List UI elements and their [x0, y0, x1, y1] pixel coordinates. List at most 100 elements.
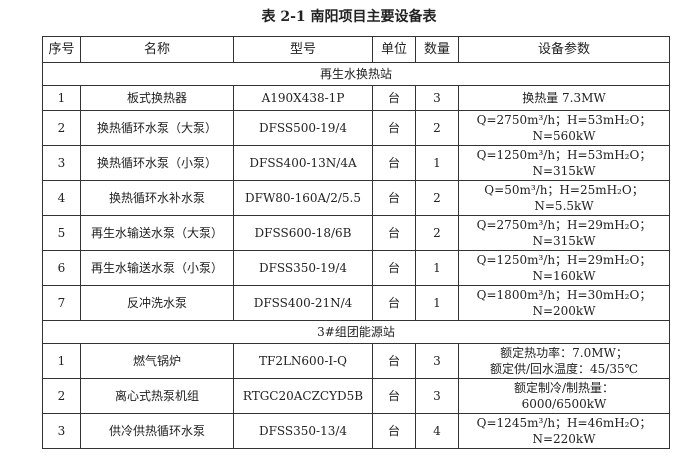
- table-row: 3 换热循环水泵（小泵） DFSS400-13N/4A 台 1 Q=1250m³/h；H=…: [42, 145, 670, 181]
- table-row: 2 换热循环水泵（大泵） DFSS500-19/4 台 2 Q=2750m³/h；H=53…: [42, 110, 670, 146]
- column-header: 数量: [415, 36, 459, 63]
- row-index: 1: [42, 343, 81, 379]
- row-index: 4: [42, 180, 81, 216]
- header-row: 序号 名称 型号 单位 数量 设备参数: [42, 36, 670, 63]
- model: RTGC20ACZCYD5B: [233, 378, 373, 414]
- parameter-line: 额定制冷/制热量：: [513, 381, 615, 395]
- quantity: 4: [415, 413, 459, 449]
- parameter-line: 额定供/回水温度：45/35℃: [489, 362, 639, 376]
- equipment-name: 离心式热泵机组: [80, 378, 234, 414]
- model: DFSS400-21N/4: [233, 285, 373, 321]
- model: DFSS350-13/4: [233, 413, 373, 449]
- table-row: 1 燃气锅炉 TF2LN600-I-Q 台 3 额定热功率：7.0MW； 额定供/回水温度：…: [42, 343, 670, 379]
- parameter-line: N=5.5kW: [534, 199, 594, 213]
- quantity: 1: [415, 250, 459, 286]
- column-header: 单位: [372, 36, 416, 63]
- table-row: 4 换热循环水补水泵 DFW80-160A/2/5.5 台 2 Q=50m³/h；H=25…: [42, 180, 670, 216]
- quantity: 1: [415, 285, 459, 321]
- parameter-line: Q=1245m³/h；H=46mH₂O；: [476, 416, 652, 430]
- unit: 台: [372, 378, 416, 414]
- quantity: 2: [415, 215, 459, 251]
- table-row: 1 板式换热器 A190X438-1P 台 3 换热量 7.3MW: [42, 85, 670, 111]
- table-title: 表 2-1 南阳项目主要设备表: [261, 9, 437, 25]
- equipment-name: 换热循环水泵（大泵）: [80, 110, 234, 146]
- table-row: 3 供冷供热循环水泵 DFSS350-13/4 台 4 Q=1245m³/h；H=46mH…: [42, 413, 670, 449]
- parameters: Q=50m³/h；H=25mH₂O； N=5.5kW: [458, 180, 670, 216]
- section-title: 3#组团能源站: [42, 320, 670, 344]
- parameter-line: Q=1250m³/h；H=29mH₂O；: [476, 253, 652, 267]
- quantity: 3: [415, 85, 459, 111]
- parameter-line: Q=1800m³/h；H=30mH₂O；: [476, 288, 652, 302]
- parameter-line: N=160kW: [532, 269, 596, 283]
- equipment-name: 再生水输送水泵（小泵）: [80, 250, 234, 286]
- row-index: 7: [42, 285, 81, 321]
- unit: 台: [372, 215, 416, 251]
- section-row: 3#组团能源站: [42, 320, 670, 344]
- unit: 台: [372, 110, 416, 146]
- parameters: Q=1250m³/h；H=29mH₂O； N=160kW: [458, 250, 670, 286]
- quantity: 1: [415, 145, 459, 181]
- model: DFSS350-19/4: [233, 250, 373, 286]
- column-header: 序号: [42, 36, 81, 63]
- column-header: 设备参数: [458, 36, 670, 63]
- row-index: 3: [42, 413, 81, 449]
- model: DFW80-160A/2/5.5: [233, 180, 373, 216]
- parameter-line: Q=2750m³/h；H=53mH₂O；: [476, 113, 652, 127]
- row-index: 1: [42, 85, 81, 111]
- parameters: Q=1245m³/h；H=46mH₂O； N=220kW: [458, 413, 670, 449]
- unit: 台: [372, 343, 416, 379]
- parameter-line: 额定热功率：7.0MW；: [500, 346, 628, 360]
- model: TF2LN600-I-Q: [233, 343, 373, 379]
- table-row: 5 再生水输送水泵（大泵） DFSS600-18/6B 台 2 Q=2750m³/h；H=…: [42, 215, 670, 251]
- equipment-table: 序号 名称 型号 单位 数量 设备参数 再生水换热站 1 板式换热器 A190X438-1P 台 3…: [42, 36, 670, 449]
- parameters: Q=1250m³/h；H=53mH₂O； N=315kW: [458, 145, 670, 181]
- parameters: 额定热功率：7.0MW； 额定供/回水温度：45/35℃: [458, 343, 670, 379]
- equipment-name: 换热循环水泵（小泵）: [80, 145, 234, 181]
- table-row: 7 反冲洗水泵 DFSS400-21N/4 台 1 Q=1800m³/h；H=30mH₂O…: [42, 285, 670, 321]
- model: A190X438-1P: [233, 85, 373, 111]
- unit: 台: [372, 85, 416, 111]
- parameter-line: N=220kW: [532, 432, 596, 446]
- equipment-name: 板式换热器: [80, 85, 234, 111]
- equipment-name: 换热循环水补水泵: [80, 180, 234, 216]
- row-index: 2: [42, 378, 81, 414]
- parameter-line: Q=2750m³/h；H=29mH₂O；: [476, 218, 652, 232]
- quantity: 2: [415, 110, 459, 146]
- unit: 台: [372, 413, 416, 449]
- row-index: 3: [42, 145, 81, 181]
- model: DFSS500-19/4: [233, 110, 373, 146]
- model: DFSS400-13N/4A: [233, 145, 373, 181]
- section-title: 再生水换热站: [42, 62, 670, 86]
- equipment-name: 再生水输送水泵（大泵）: [80, 215, 234, 251]
- table-row: 6 再生水输送水泵（小泵） DFSS350-19/4 台 1 Q=1250m³/h；H=2…: [42, 250, 670, 286]
- table-row: 2 离心式热泵机组 RTGC20ACZCYD5B 台 3 额定制冷/制热量： 6000/65…: [42, 378, 670, 414]
- parameters: Q=2750m³/h；H=53mH₂O； N=560kW: [458, 110, 670, 146]
- unit: 台: [372, 145, 416, 181]
- model: DFSS600-18/6B: [233, 215, 373, 251]
- equipment-name: 供冷供热循环水泵: [80, 413, 234, 449]
- unit: 台: [372, 180, 416, 216]
- column-header: 型号: [233, 36, 373, 63]
- column-header: 名称: [80, 36, 234, 63]
- parameter-line: N=200kW: [532, 304, 596, 318]
- quantity: 3: [415, 343, 459, 379]
- unit: 台: [372, 250, 416, 286]
- parameters: 额定制冷/制热量： 6000/6500kW: [458, 378, 670, 414]
- equipment-name: 反冲洗水泵: [80, 285, 234, 321]
- quantity: 2: [415, 180, 459, 216]
- parameter-line: N=560kW: [532, 129, 596, 143]
- parameter-line: 换热量 7.3MW: [522, 91, 606, 105]
- equipment-name: 燃气锅炉: [80, 343, 234, 379]
- parameter-line: N=315kW: [532, 234, 596, 248]
- parameter-line: N=315kW: [532, 164, 596, 178]
- quantity: 3: [415, 378, 459, 414]
- parameter-line: Q=1250m³/h；H=53mH₂O；: [476, 148, 652, 162]
- parameters: Q=2750m³/h；H=29mH₂O； N=315kW: [458, 215, 670, 251]
- section-row: 再生水换热站: [42, 62, 670, 86]
- parameters: Q=1800m³/h；H=30mH₂O； N=200kW: [458, 285, 670, 321]
- unit: 台: [372, 285, 416, 321]
- row-index: 5: [42, 215, 81, 251]
- row-index: 6: [42, 250, 81, 286]
- row-index: 2: [42, 110, 81, 146]
- parameter-line: Q=50m³/h；H=25mH₂O；: [484, 183, 644, 197]
